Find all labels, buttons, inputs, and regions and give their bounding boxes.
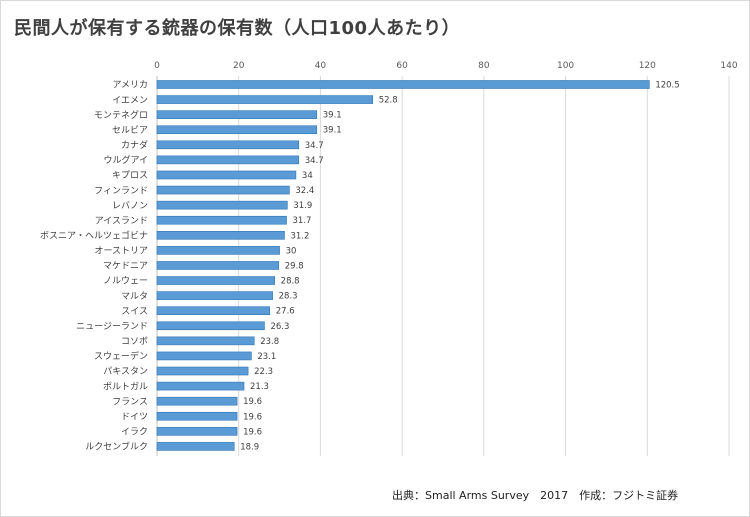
category-label: オーストリア bbox=[94, 246, 148, 257]
data-label: 34.7 bbox=[305, 141, 324, 151]
data-label: 31.7 bbox=[293, 216, 312, 226]
data-label: 28.8 bbox=[281, 277, 300, 287]
data-label: 27.6 bbox=[276, 307, 295, 317]
bar bbox=[156, 336, 255, 346]
data-label: 52.8 bbox=[379, 96, 398, 106]
chart-title: 民間人が保有する銃器の保有数（人口100人あたり） bbox=[14, 18, 461, 39]
category-label: マルタ bbox=[121, 291, 148, 302]
bar bbox=[156, 366, 249, 376]
data-label: 34.7 bbox=[305, 156, 324, 166]
x-tick-label: 80 bbox=[478, 61, 490, 71]
bar bbox=[156, 306, 271, 316]
category-label: アイスランド bbox=[95, 215, 148, 226]
data-label: 32.4 bbox=[295, 186, 314, 196]
data-label: 31.2 bbox=[290, 231, 309, 241]
bar bbox=[156, 381, 245, 391]
data-label: 19.6 bbox=[243, 412, 262, 422]
data-label: 19.6 bbox=[243, 427, 262, 437]
bar bbox=[156, 276, 275, 285]
x-tick-label: 0 bbox=[154, 61, 160, 71]
data-label: 18.9 bbox=[240, 442, 259, 452]
category-label: フランス bbox=[112, 396, 148, 407]
bar bbox=[156, 246, 280, 255]
bar bbox=[156, 215, 287, 225]
data-label: 19.6 bbox=[243, 397, 262, 407]
category-label: アメリカ bbox=[112, 80, 148, 91]
bar bbox=[156, 185, 290, 195]
bar bbox=[156, 396, 238, 406]
data-label: 26.3 bbox=[270, 322, 289, 332]
data-label: 120.5 bbox=[655, 81, 679, 91]
data-label: 28.3 bbox=[279, 292, 298, 302]
category-label: フィンランド bbox=[94, 185, 148, 196]
x-tick-label: 120 bbox=[639, 61, 656, 71]
bar bbox=[156, 291, 273, 300]
category-label: ルクセンブルク bbox=[85, 441, 148, 453]
bar bbox=[156, 80, 650, 89]
data-label: 30 bbox=[286, 246, 297, 256]
category-label: イラク bbox=[121, 427, 148, 438]
data-label: 31.9 bbox=[293, 201, 312, 211]
category-label: カナダ bbox=[121, 139, 148, 151]
bar bbox=[156, 427, 238, 436]
x-tick-label: 60 bbox=[396, 61, 408, 71]
bar bbox=[156, 321, 265, 331]
category-label: イエメン bbox=[112, 96, 148, 106]
category-label: レバノン bbox=[112, 200, 148, 211]
category-label: ノルウェー bbox=[103, 276, 148, 287]
bar bbox=[156, 351, 252, 361]
data-label: 39.1 bbox=[323, 111, 342, 121]
bar bbox=[156, 261, 280, 270]
category-label: コソボ bbox=[121, 336, 148, 347]
data-label: 34 bbox=[302, 171, 313, 181]
bar bbox=[156, 442, 235, 451]
bar bbox=[156, 140, 300, 150]
bar bbox=[156, 125, 318, 135]
category-label: スウェーデン bbox=[94, 350, 148, 362]
bar bbox=[156, 110, 318, 119]
data-label: 23.8 bbox=[260, 337, 279, 347]
chart-source: 出典：Small Arms Survey 2017 作成：フジトミ証券 bbox=[392, 489, 679, 502]
data-label: 22.3 bbox=[254, 367, 273, 377]
category-label: パキスタン bbox=[103, 366, 148, 377]
bar bbox=[156, 411, 238, 421]
bar bbox=[156, 170, 297, 180]
data-label: 23.1 bbox=[257, 352, 276, 362]
bar bbox=[156, 95, 374, 104]
bar bbox=[156, 155, 300, 165]
x-tick-label: 20 bbox=[233, 61, 245, 71]
data-label: 29.8 bbox=[285, 261, 304, 271]
category-label: マケドニア bbox=[103, 261, 148, 272]
x-tick-label: 40 bbox=[315, 61, 327, 71]
category-label: ボスニア・ヘルツェゴビナ bbox=[40, 230, 148, 242]
category-label: ドイツ bbox=[121, 412, 148, 422]
data-label: 39.1 bbox=[323, 126, 342, 136]
category-label: セルビア bbox=[112, 125, 148, 136]
category-label: モンテネグロ bbox=[94, 109, 148, 121]
x-tick-label: 100 bbox=[557, 61, 574, 71]
bar bbox=[156, 231, 285, 240]
category-label: ウルグアイ bbox=[103, 154, 148, 166]
category-label: ポルトガル bbox=[103, 381, 148, 392]
category-label: キプロス bbox=[112, 170, 148, 181]
category-label: ニュージーランド bbox=[76, 321, 148, 332]
category-label: スイス bbox=[121, 307, 148, 317]
data-label: 21.3 bbox=[250, 382, 269, 392]
x-tick-label: 140 bbox=[720, 61, 737, 71]
bar bbox=[156, 200, 288, 210]
